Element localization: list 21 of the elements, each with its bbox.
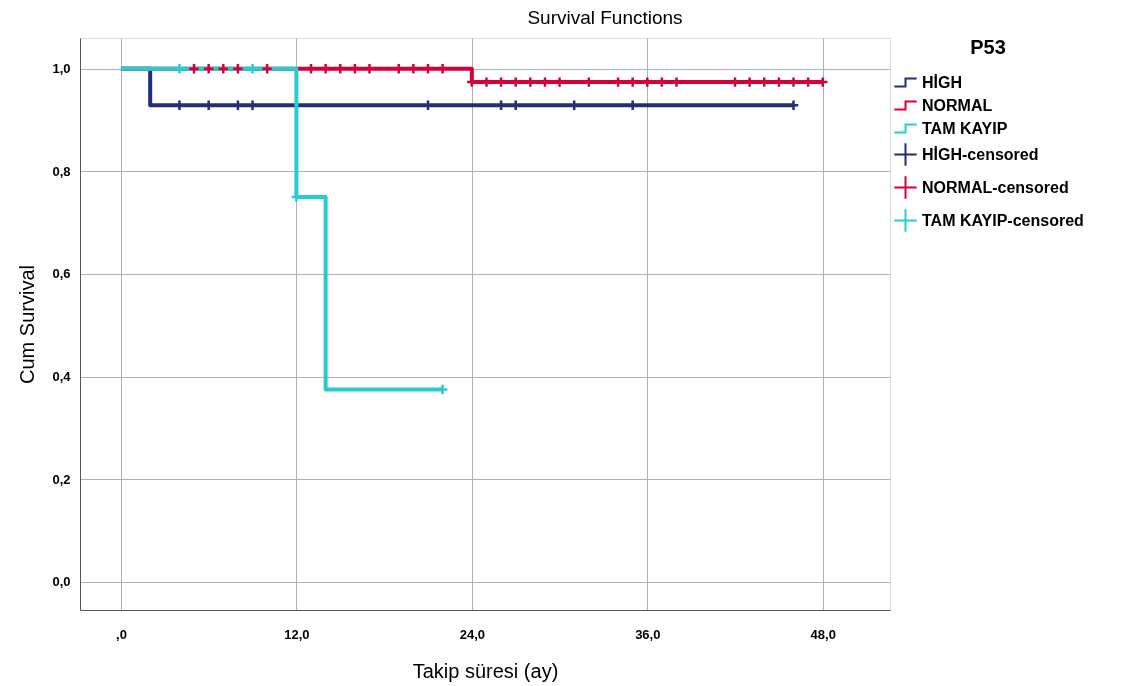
legend-label: TAM KAYIP-censored — [922, 211, 1084, 229]
x-tick-label: 48,0 — [810, 626, 836, 642]
x-tick-label: 24,0 — [459, 626, 485, 642]
legend-label: HİGH-censored — [922, 145, 1039, 163]
legend-label: NORMAL-censored — [922, 178, 1069, 196]
y-tick-label: 1,0 — [52, 61, 71, 77]
x-tick-label: 36,0 — [635, 626, 661, 642]
y-tick-label: 0,4 — [52, 369, 72, 385]
y-axis-title: Cum Survival — [16, 265, 39, 384]
chart-title: Survival Functions — [527, 7, 683, 28]
y-tick-label: 0,0 — [52, 574, 71, 590]
x-axis-title: Takip süresi (ay) — [412, 659, 559, 682]
y-tick-label: 0,8 — [52, 163, 71, 179]
y-tick-label: 0,6 — [52, 266, 71, 282]
legend-title: P53 — [970, 36, 1006, 58]
legend-label: HİGH — [922, 73, 962, 91]
y-tick-label: 0,2 — [52, 471, 71, 487]
x-tick-label: 12,0 — [284, 626, 310, 642]
legend-label: NORMAL — [922, 96, 993, 114]
legend-label: TAM KAYIP — [922, 119, 1008, 137]
x-tick-label: ,0 — [116, 626, 127, 642]
